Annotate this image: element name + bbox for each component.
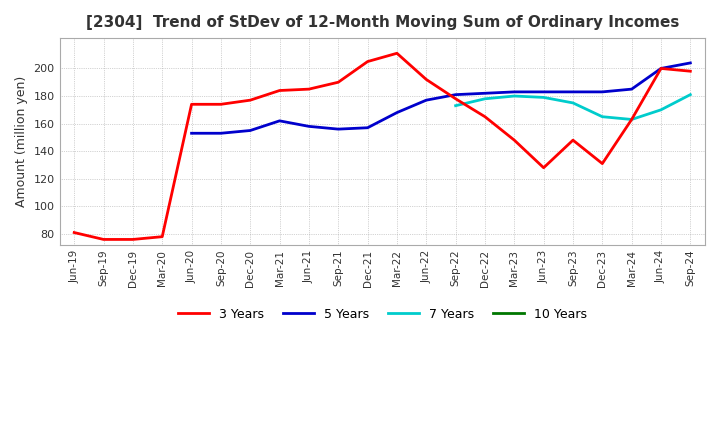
5 Years	[657, 66, 665, 71]
5 Years	[187, 131, 196, 136]
5 Years	[627, 87, 636, 92]
5 Years	[539, 89, 548, 95]
3 Years	[627, 117, 636, 122]
7 Years	[686, 92, 695, 97]
5 Years	[275, 118, 284, 124]
Y-axis label: Amount (million yen): Amount (million yen)	[15, 76, 28, 207]
7 Years	[657, 107, 665, 113]
3 Years	[217, 102, 225, 107]
3 Years	[246, 98, 255, 103]
3 Years	[569, 138, 577, 143]
3 Years	[70, 230, 78, 235]
3 Years	[510, 138, 518, 143]
3 Years	[129, 237, 138, 242]
3 Years	[481, 114, 490, 119]
5 Years	[598, 89, 607, 95]
Line: 3 Years: 3 Years	[74, 53, 690, 239]
5 Years	[392, 110, 401, 115]
Line: 5 Years: 5 Years	[192, 63, 690, 133]
7 Years	[451, 103, 460, 108]
3 Years	[158, 234, 166, 239]
3 Years	[334, 80, 343, 85]
3 Years	[422, 77, 431, 82]
7 Years	[598, 114, 607, 119]
3 Years	[275, 88, 284, 93]
5 Years	[364, 125, 372, 130]
5 Years	[305, 124, 313, 129]
3 Years	[392, 51, 401, 56]
7 Years	[569, 100, 577, 106]
3 Years	[539, 165, 548, 170]
5 Years	[569, 89, 577, 95]
3 Years	[451, 96, 460, 102]
7 Years	[539, 95, 548, 100]
3 Years	[364, 59, 372, 64]
7 Years	[510, 93, 518, 99]
Line: 7 Years: 7 Years	[456, 95, 690, 120]
5 Years	[334, 126, 343, 132]
3 Years	[187, 102, 196, 107]
5 Years	[246, 128, 255, 133]
3 Years	[99, 237, 108, 242]
7 Years	[481, 96, 490, 102]
3 Years	[657, 66, 665, 71]
5 Years	[217, 131, 225, 136]
3 Years	[305, 87, 313, 92]
3 Years	[686, 69, 695, 74]
5 Years	[422, 98, 431, 103]
3 Years	[598, 161, 607, 166]
7 Years	[627, 117, 636, 122]
Title: [2304]  Trend of StDev of 12-Month Moving Sum of Ordinary Incomes: [2304] Trend of StDev of 12-Month Moving…	[86, 15, 679, 30]
5 Years	[510, 89, 518, 95]
Legend: 3 Years, 5 Years, 7 Years, 10 Years: 3 Years, 5 Years, 7 Years, 10 Years	[173, 303, 592, 326]
5 Years	[481, 91, 490, 96]
5 Years	[686, 60, 695, 66]
5 Years	[451, 92, 460, 97]
